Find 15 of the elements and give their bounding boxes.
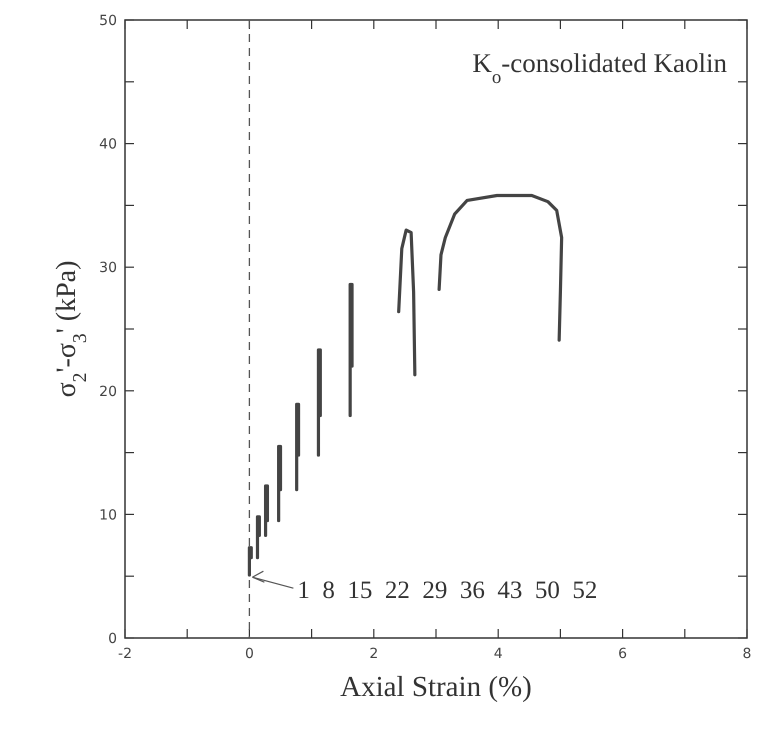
x-tick-label: 6	[618, 646, 628, 662]
y-tick-label: 40	[99, 136, 117, 153]
x-tick-label: 0	[244, 646, 254, 662]
annotation: 1 8 15 22 29 36 43 50 52	[297, 577, 598, 604]
text: K$_{o}$-consolidated Kaolin	[472, 48, 728, 88]
x-tick-label: 8	[742, 646, 752, 662]
y-tick-label: 10	[99, 507, 117, 524]
x-tick-label: -2	[118, 646, 132, 662]
y-tick-label: 50	[99, 13, 117, 29]
x-tick-label: 2	[369, 646, 378, 662]
x-axis-title: Axial Strain (%)	[340, 671, 532, 703]
y-tick-label: 20	[99, 384, 117, 400]
y-tick-label: 30	[99, 260, 117, 276]
x-tick-label: 4	[494, 646, 503, 662]
y-tick-label: 0	[108, 631, 117, 647]
